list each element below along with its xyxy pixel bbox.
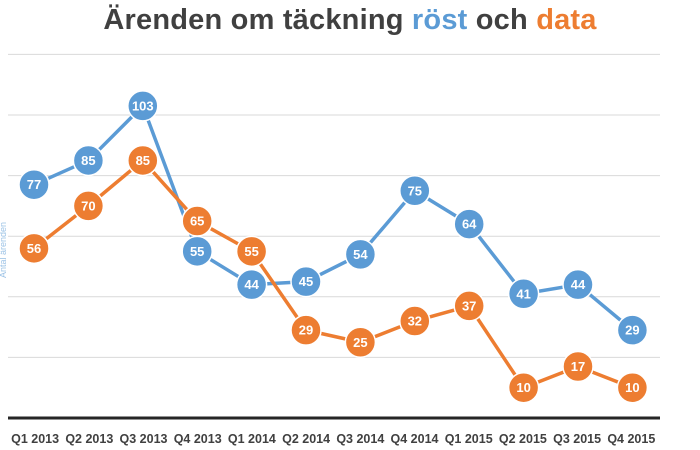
data-point-data [127,144,159,177]
data-point-data [453,290,485,322]
x-tick-label: Q1 2014 [228,432,276,446]
series-line-data [32,158,634,390]
x-tick-label: Q3 2013 [120,432,168,446]
gridlines [8,53,660,420]
x-tick-label: Q2 2015 [499,432,547,446]
title-middle: och [467,4,537,36]
data-label-data: 32 [408,314,422,329]
series-lines [32,104,634,390]
data-label-data: 65 [190,214,204,229]
data-label-data: 70 [81,198,95,213]
data-label-data: 55 [244,244,258,259]
data-label-röst: 64 [462,217,477,232]
data-label-röst: 75 [408,183,422,198]
data-label-röst: 54 [353,247,368,262]
data-point-data [235,235,268,268]
data-point-röst [290,265,322,298]
data-point-röst [453,208,485,240]
data-label-data: 10 [625,380,639,395]
data-label-data: 85 [136,153,150,168]
data-point-data [344,326,377,358]
data-label-röst: 29 [625,323,639,338]
series-points: 77 85 103 55 44 45 54 75 64 41 44 29 56 70 85 65 55 29 25 3… [18,90,649,404]
title-prefix: Ärenden om täckning [103,4,412,36]
data-point-data [616,371,649,404]
data-point-röst [72,144,105,177]
data-label-data: 17 [571,359,585,374]
data-point-röst [18,168,50,201]
data-point-röst [127,90,159,122]
data-label-data: 37 [462,298,476,313]
data-point-data [399,305,431,337]
y-axis-label: Antal ärenden [0,222,8,278]
data-point-röst [616,314,649,346]
data-label-röst: 55 [190,244,204,259]
data-label-röst: 85 [81,153,95,168]
data-label-röst: 77 [27,177,41,192]
data-point-data [290,314,322,346]
x-tick-label: Q4 2015 [607,432,655,446]
data-point-data [72,190,105,222]
data-label-röst: 45 [299,274,313,289]
x-tick-label: Q2 2014 [282,432,330,446]
x-tick-label: Q3 2015 [553,432,601,446]
x-tick-label: Q1 2015 [445,432,493,446]
data-label-röst: 44 [571,277,586,292]
data-point-röst [344,238,377,271]
chart-title: Ärenden om täckning röst och data [0,4,700,48]
data-label-röst: 44 [244,277,259,292]
x-tick-label: Q4 2014 [391,432,439,446]
x-tick-label: Q4 2013 [174,432,222,446]
x-axis-tick-labels: Q1 2013 Q2 2013 Q3 2013 Q4 2013 Q1 2014 Q2 20… [11,432,655,446]
data-point-data [562,350,594,383]
data-point-data [507,371,540,404]
title-series-voice: röst [411,4,468,36]
data-point-data [18,232,50,265]
title-series-data: data [536,4,597,36]
data-label-data: 25 [353,335,367,350]
x-tick-label: Q1 2013 [11,432,59,446]
x-tick-label: Q3 2014 [336,432,384,446]
x-tick-label: Q2 2013 [65,432,113,446]
data-label-data: 10 [516,380,530,395]
data-label-data: 29 [299,323,313,338]
data-point-röst [399,175,431,207]
data-point-röst [562,268,594,301]
data-label-röst: 103 [132,98,154,113]
data-label-röst: 41 [516,286,530,301]
data-point-röst [507,278,540,310]
data-point-data [181,205,213,237]
data-label-data: 56 [27,241,41,256]
data-point-röst [235,268,268,301]
